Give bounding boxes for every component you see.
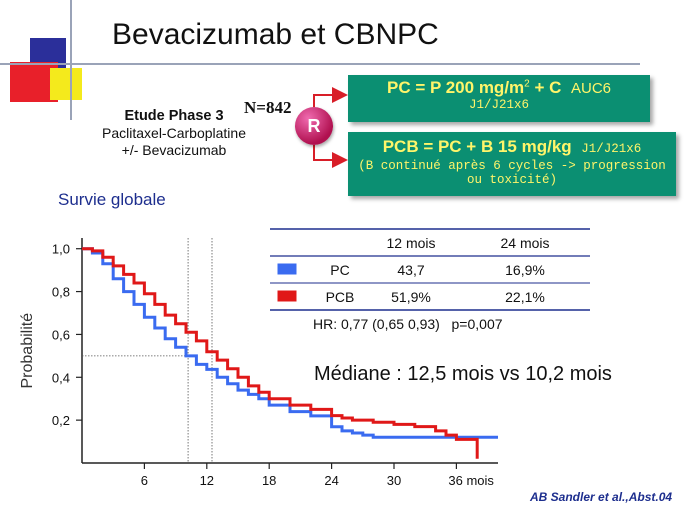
series-line-pcb (82, 247, 479, 459)
x-tick-label: 24 (324, 473, 338, 488)
chart-subtitle: Survie globale (58, 190, 166, 209)
x-tick-label: 6 (141, 473, 148, 488)
arm-pc-main: PC = P 200 mg/m (386, 78, 525, 97)
study-phase: Etude Phase 3 (124, 108, 224, 124)
arm-pc-box: PC = P 200 mg/m2 + C AUC6 J1/J21x6 (348, 75, 650, 122)
arm-pc-sup: 2 (524, 78, 530, 90)
title-underline (0, 63, 640, 65)
x-tick-label: 12 (200, 473, 214, 488)
randomization-circle: R (295, 107, 333, 145)
x-tick-label: 36 mois (448, 473, 494, 488)
deco-vertical-rule (70, 0, 72, 120)
table-cell-12m: 51,9% (391, 289, 431, 305)
table-footer-hr: HR: 0,77 (0,65 0,93) p=0,007 (313, 316, 503, 332)
study-description: Etude Phase 3 Paclitaxel-Carboplatine +/… (74, 108, 274, 159)
arm-pc-auc: AUC6 (570, 80, 611, 97)
table-header-12m: 12 mois (386, 235, 435, 251)
study-regimen: Paclitaxel-Carboplatine (102, 125, 246, 141)
y-tick-label: 1,0 (52, 242, 70, 257)
table-cell-24m: 16,9% (505, 262, 545, 278)
x-tick-label: 18 (262, 473, 276, 488)
table-row-label: PC (330, 262, 349, 278)
table-cell-24m: 22,1% (505, 289, 545, 305)
legend-swatch-pcb (276, 289, 298, 303)
deco-square-yellow (50, 68, 82, 100)
series-line-pc (82, 247, 498, 439)
y-axis-label: Probabilité (19, 313, 36, 389)
arm-pcb-box: PCB = PC + B 15 mg/kg J1/J21x6 (B contin… (348, 132, 676, 196)
y-tick-label: 0,2 (52, 413, 70, 428)
table-row-label: PCB (326, 289, 355, 305)
arrow-to-pcb (313, 145, 348, 168)
arm-pcb-main: PCB = PC + B 15 mg/kg (382, 137, 572, 156)
study-arm: +/- Bevacizumab (121, 142, 227, 158)
arrow-to-pc (313, 87, 348, 107)
y-tick-label: 0,4 (52, 370, 70, 385)
arm-pcb-note: (B continué après 6 cycles -> progressio… (358, 159, 666, 187)
x-tick-label: 30 (387, 473, 401, 488)
citation: AB Sandler et al.,Abst.04 (530, 490, 673, 504)
sample-size: N=842 (244, 98, 292, 117)
slide-title: Bevacizumab et CBNPC (112, 18, 439, 51)
y-tick-label: 0,8 (52, 285, 70, 300)
arm-pcb-schedule: J1/J21x6 (581, 142, 642, 156)
table-cell-12m: 43,7 (397, 262, 424, 278)
y-tick-label: 0,6 (52, 327, 70, 342)
arm-pc-schedule: J1/J21x6 (468, 98, 529, 112)
arm-pc-plus: + C (529, 78, 562, 97)
table-header-24m: 24 mois (500, 235, 549, 251)
legend-swatch-pc (276, 262, 298, 276)
median-annotation: Médiane : 12,5 mois vs 10,2 mois (314, 363, 612, 385)
